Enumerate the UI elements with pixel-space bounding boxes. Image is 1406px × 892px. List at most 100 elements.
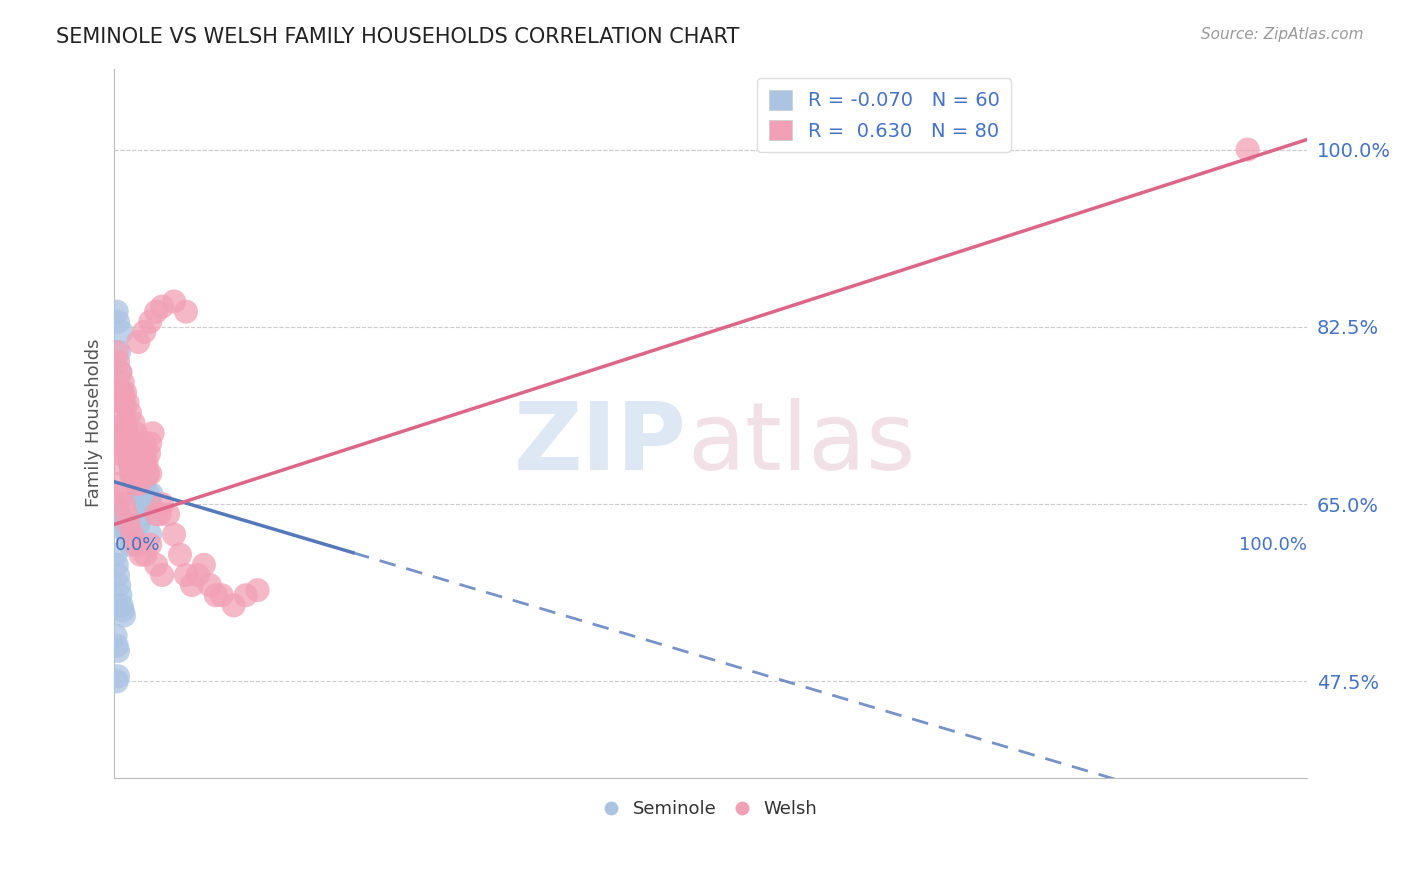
Text: 100.0%: 100.0% bbox=[1239, 536, 1308, 555]
Point bbox=[134, 436, 156, 450]
Point bbox=[132, 487, 155, 501]
Point bbox=[110, 512, 132, 526]
Point bbox=[139, 538, 162, 552]
Point bbox=[134, 507, 156, 521]
Point bbox=[105, 304, 128, 318]
Point bbox=[112, 396, 135, 410]
Point bbox=[145, 304, 167, 318]
Text: ZIP: ZIP bbox=[515, 399, 688, 491]
Point bbox=[110, 516, 132, 530]
Point bbox=[127, 436, 149, 450]
Point bbox=[111, 603, 134, 617]
Point bbox=[150, 568, 173, 582]
Point bbox=[125, 426, 148, 441]
Point bbox=[108, 345, 131, 359]
Point bbox=[139, 315, 162, 329]
Point bbox=[108, 476, 131, 491]
Point bbox=[187, 568, 209, 582]
Point bbox=[108, 446, 131, 460]
Point bbox=[163, 527, 186, 541]
Point bbox=[149, 507, 172, 521]
Point bbox=[111, 376, 134, 390]
Text: Source: ZipAtlas.com: Source: ZipAtlas.com bbox=[1201, 27, 1364, 42]
Point bbox=[118, 517, 141, 532]
Point bbox=[246, 583, 269, 598]
Point bbox=[114, 522, 136, 536]
Point bbox=[107, 315, 129, 329]
Point bbox=[169, 548, 191, 562]
Point bbox=[139, 527, 162, 541]
Point bbox=[150, 497, 173, 511]
Legend: Seminole, Welsh: Seminole, Welsh bbox=[598, 793, 825, 825]
Point bbox=[127, 487, 149, 501]
Point bbox=[118, 538, 141, 552]
Point bbox=[128, 476, 150, 491]
Point bbox=[134, 446, 156, 460]
Point bbox=[136, 487, 159, 501]
Point bbox=[139, 497, 162, 511]
Point bbox=[108, 509, 131, 524]
Point bbox=[163, 294, 186, 309]
Point bbox=[141, 487, 163, 501]
Point bbox=[122, 446, 145, 460]
Y-axis label: Family Households: Family Households bbox=[86, 339, 103, 508]
Point bbox=[111, 396, 134, 410]
Point bbox=[174, 304, 197, 318]
Point bbox=[150, 300, 173, 314]
Point bbox=[110, 365, 132, 379]
Text: 0.0%: 0.0% bbox=[114, 536, 160, 555]
Point bbox=[110, 385, 132, 400]
Point bbox=[134, 457, 156, 471]
Point bbox=[118, 533, 141, 547]
Point bbox=[110, 325, 132, 339]
Point bbox=[110, 457, 132, 471]
Point bbox=[121, 527, 143, 541]
Point bbox=[129, 487, 152, 501]
Point bbox=[124, 436, 146, 450]
Point bbox=[118, 527, 141, 541]
Point bbox=[139, 467, 162, 481]
Point bbox=[112, 519, 135, 533]
Point bbox=[1236, 143, 1258, 157]
Point bbox=[134, 325, 156, 339]
Point bbox=[125, 457, 148, 471]
Point bbox=[110, 365, 132, 379]
Point bbox=[131, 457, 153, 471]
Point bbox=[114, 416, 136, 430]
Point bbox=[115, 507, 138, 521]
Point bbox=[107, 644, 129, 658]
Point bbox=[125, 476, 148, 491]
Point bbox=[112, 497, 135, 511]
Point bbox=[127, 467, 149, 481]
Point bbox=[115, 525, 138, 540]
Point bbox=[104, 629, 127, 643]
Point bbox=[111, 517, 134, 532]
Point bbox=[105, 558, 128, 572]
Point bbox=[118, 406, 141, 420]
Text: SEMINOLE VS WELSH FAMILY HOUSEHOLDS CORRELATION CHART: SEMINOLE VS WELSH FAMILY HOUSEHOLDS CORR… bbox=[56, 27, 740, 46]
Point bbox=[105, 502, 128, 516]
Point bbox=[181, 578, 204, 592]
Point bbox=[157, 507, 180, 521]
Point bbox=[174, 568, 197, 582]
Point bbox=[124, 436, 146, 450]
Point bbox=[125, 538, 148, 552]
Point bbox=[136, 467, 159, 481]
Point bbox=[118, 446, 141, 460]
Point bbox=[128, 487, 150, 501]
Point bbox=[132, 446, 155, 460]
Point bbox=[107, 355, 129, 369]
Point bbox=[135, 457, 157, 471]
Text: atlas: atlas bbox=[688, 399, 915, 491]
Point bbox=[107, 568, 129, 582]
Point bbox=[110, 588, 132, 602]
Point bbox=[118, 457, 141, 471]
Point bbox=[110, 487, 132, 501]
Point bbox=[112, 406, 135, 420]
Point bbox=[105, 639, 128, 653]
Point bbox=[114, 385, 136, 400]
Point bbox=[145, 507, 167, 521]
Point bbox=[118, 457, 141, 471]
Point bbox=[135, 491, 157, 506]
Point bbox=[107, 507, 129, 521]
